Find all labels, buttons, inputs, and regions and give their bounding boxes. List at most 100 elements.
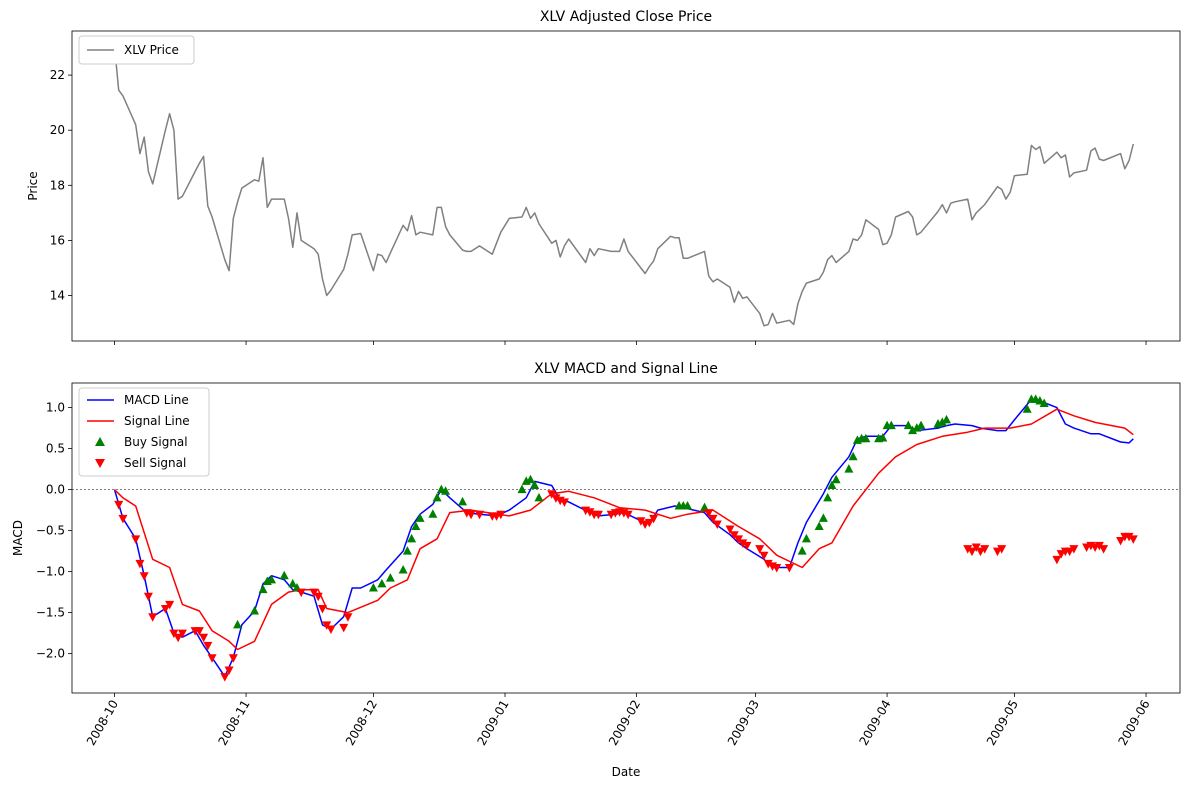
y-tick-label: 1.0 [46, 401, 65, 415]
price-legend-box [78, 35, 195, 65]
sell-signal-marker [466, 510, 476, 520]
y-tick-label: 16 [50, 233, 65, 247]
x-tick-label: 2009-04 [856, 698, 893, 748]
x-tick-label: 2009-02 [606, 698, 643, 748]
macd-line [113, 398, 1134, 678]
x-tick-label: 2008-11 [215, 698, 252, 748]
buy-signal-marker [937, 417, 947, 426]
sell-signal-marker [177, 629, 187, 639]
sell-signal-marker [203, 641, 213, 651]
buy-signal-marker [827, 480, 837, 490]
sell-signal-marker [755, 545, 765, 554]
sell-signal-marker [784, 564, 794, 573]
macd-y-axis-label: MACD [11, 520, 25, 556]
price-x-ticks [114, 341, 1147, 345]
buy-signal-marker [432, 492, 442, 502]
buy-signal-marker [250, 605, 260, 615]
sell-signal-marker [967, 547, 977, 557]
signal-line [113, 408, 1134, 651]
buy-signal-marker [407, 533, 417, 543]
buy-signal-marker [861, 433, 871, 443]
sell-signal-marker [173, 633, 183, 643]
buy-signal-marker [415, 513, 425, 522]
x-tick-label: 2009-01 [474, 698, 511, 748]
macd-series-group [113, 394, 1138, 682]
sell-signal-marker [1069, 545, 1079, 554]
sell-signal-marker [772, 564, 782, 573]
y-tick-label: 14 [50, 289, 65, 303]
y-tick-label: −0.5 [36, 524, 65, 538]
sell-signal-marker [165, 600, 175, 610]
sell-signal-marker [593, 510, 603, 520]
sell-signal-marker [118, 514, 128, 524]
buy-signal-marker [1039, 398, 1049, 408]
y-tick-label: 22 [50, 68, 65, 82]
price-y-axis-label: Price [26, 171, 40, 200]
buy-signal-marker [878, 432, 888, 442]
sell-signal-marker [623, 510, 633, 520]
buy-signal-marker [398, 564, 408, 574]
sell-signal-marker [963, 545, 973, 554]
macd-legend-box [78, 387, 210, 477]
sell-signal-marker [1094, 541, 1104, 551]
price-y-ticks: 14 16 18 20 22 [50, 68, 72, 303]
sell-signal-marker [759, 551, 769, 561]
sell-signal-marker [313, 592, 323, 602]
sell-signal-marker [343, 613, 353, 622]
sell-signal-marker [551, 494, 561, 503]
price-chart-title: XLV Adjusted Close Price [540, 9, 712, 25]
buy-signal-marker [428, 509, 438, 518]
sell-signal-marker [339, 623, 349, 633]
sell-signal-marker [131, 535, 141, 544]
sell-signal-marker [997, 545, 1007, 554]
macd-x-ticks: 2008-10 2008-11 2008-12 2009-01 2009-02 2009-… [84, 693, 1153, 748]
y-tick-label: −1.0 [36, 565, 65, 579]
sell-signal-marker [1099, 545, 1109, 554]
sell-signal-marker [1052, 555, 1062, 565]
sell-signal-marker [559, 498, 569, 507]
sell-signal-marker [585, 508, 595, 517]
sell-signal-marker [160, 605, 170, 614]
buy-signal-marker [886, 420, 896, 430]
sell-signal-marker [708, 514, 718, 524]
buy-signal-marker [823, 492, 833, 502]
buy-signal-marker [818, 513, 828, 522]
legend-label-signal: Signal Line [124, 414, 190, 428]
sell-signal-marker [220, 673, 230, 682]
buy-signal-marker [385, 573, 395, 582]
macd-plot-frame [71, 382, 1181, 694]
buy-signal-marker [848, 451, 858, 461]
sell-signal-marker [1128, 535, 1138, 544]
macd-legend: MACD Line Signal Line Buy Signal Sell Si… [78, 387, 210, 477]
buy-signal-marker [530, 480, 540, 490]
sell-signal-marker [1116, 536, 1126, 546]
sell-signal-marker [199, 633, 209, 643]
sell-signal-marker [742, 541, 752, 551]
x-tick-label: 2009-05 [984, 698, 1021, 748]
buy-signal-marker [368, 583, 378, 592]
legend-swatch-buy [95, 437, 105, 446]
sell-signal-marker [148, 613, 158, 622]
y-tick-label: −2.0 [36, 647, 65, 661]
sell-signal-marker [649, 514, 659, 524]
buy-signal-marker [912, 423, 922, 432]
buy-signal-marker [279, 570, 289, 580]
buy-signal-marker [441, 486, 451, 495]
sell-signal-marker [636, 517, 646, 526]
buy-signal-marker [525, 474, 535, 484]
y-tick-label: 0.5 [46, 442, 65, 456]
buy-signal-marker [683, 501, 693, 510]
sell-signal-marker [712, 520, 722, 530]
sell-signal-marker [763, 559, 773, 569]
legend-label-macd: MACD Line [124, 393, 189, 407]
xlv-price [113, 46, 1135, 327]
buy-signal-marker [916, 420, 926, 430]
macd-x-axis-label: Date [612, 765, 641, 779]
sell-signal-marker [139, 572, 149, 581]
sell-signal-marker [224, 666, 234, 676]
buy-signal-marker [814, 521, 824, 531]
buy-signal-marker [534, 492, 544, 502]
price-legend: XLV Price [78, 35, 195, 65]
y-tick-label: 20 [50, 123, 65, 137]
